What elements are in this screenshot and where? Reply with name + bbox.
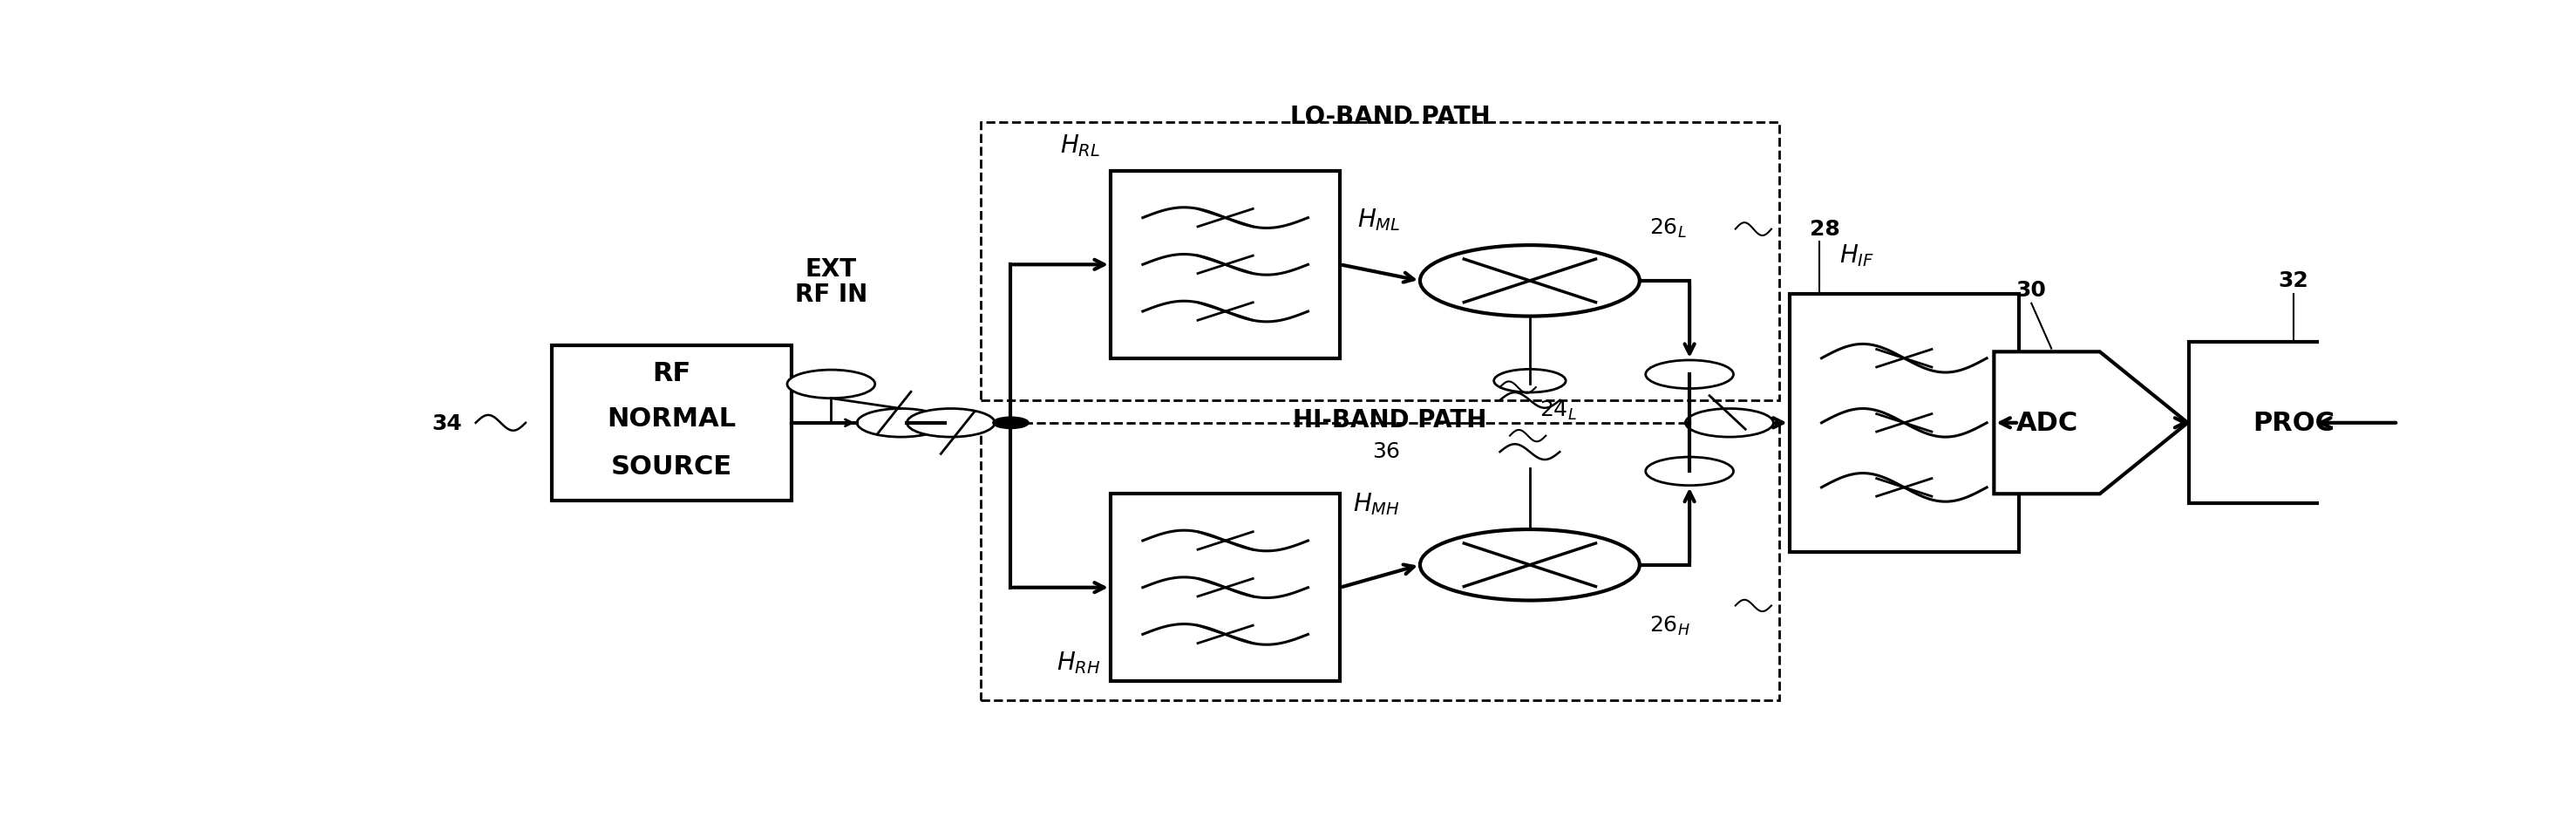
Text: SOURCE: SOURCE bbox=[611, 454, 732, 479]
Text: $H_{ML}$: $H_{ML}$ bbox=[1358, 207, 1399, 233]
Text: 28: 28 bbox=[1808, 219, 1839, 240]
Text: PROC: PROC bbox=[2251, 411, 2334, 436]
Circle shape bbox=[858, 409, 945, 437]
Text: $H_{IF}$: $H_{IF}$ bbox=[1839, 242, 1875, 268]
Text: 30: 30 bbox=[2017, 280, 2045, 301]
Text: 32: 32 bbox=[2277, 270, 2308, 291]
Text: RF IN: RF IN bbox=[796, 282, 868, 307]
Bar bbox=[1110, 172, 1340, 359]
Text: $24_L$: $24_L$ bbox=[1540, 399, 1577, 422]
Circle shape bbox=[992, 417, 1028, 429]
Text: LO-BAND PATH: LO-BAND PATH bbox=[1291, 105, 1489, 129]
Text: 34: 34 bbox=[430, 413, 461, 433]
Bar bbox=[551, 346, 791, 500]
Text: $36$: $36$ bbox=[1373, 441, 1399, 462]
Text: EXT: EXT bbox=[806, 256, 858, 282]
Text: $H_{MH}$: $H_{MH}$ bbox=[1352, 491, 1399, 517]
Circle shape bbox=[1646, 360, 1734, 389]
Bar bbox=[1110, 494, 1340, 681]
Text: ADC: ADC bbox=[2017, 411, 2079, 436]
Bar bbox=[981, 423, 1780, 701]
Circle shape bbox=[907, 409, 994, 437]
Text: $26_L$: $26_L$ bbox=[1649, 216, 1687, 240]
Circle shape bbox=[1685, 409, 1772, 437]
Text: $H_{RL}$: $H_{RL}$ bbox=[1061, 132, 1100, 158]
Circle shape bbox=[1646, 458, 1734, 486]
Bar bbox=[2190, 343, 2398, 504]
Polygon shape bbox=[1994, 352, 2187, 494]
Circle shape bbox=[1494, 370, 1566, 393]
Text: $H_{RH}$: $H_{RH}$ bbox=[1056, 649, 1100, 675]
Text: HI-BAND PATH: HI-BAND PATH bbox=[1293, 408, 1486, 432]
Circle shape bbox=[788, 370, 876, 399]
Text: NORMAL: NORMAL bbox=[608, 406, 737, 432]
Circle shape bbox=[1419, 246, 1641, 317]
Text: $26_H$: $26_H$ bbox=[1649, 613, 1690, 636]
Bar bbox=[981, 123, 1780, 401]
Text: RF: RF bbox=[652, 361, 690, 386]
Bar bbox=[1790, 294, 2020, 552]
Circle shape bbox=[1419, 530, 1641, 601]
